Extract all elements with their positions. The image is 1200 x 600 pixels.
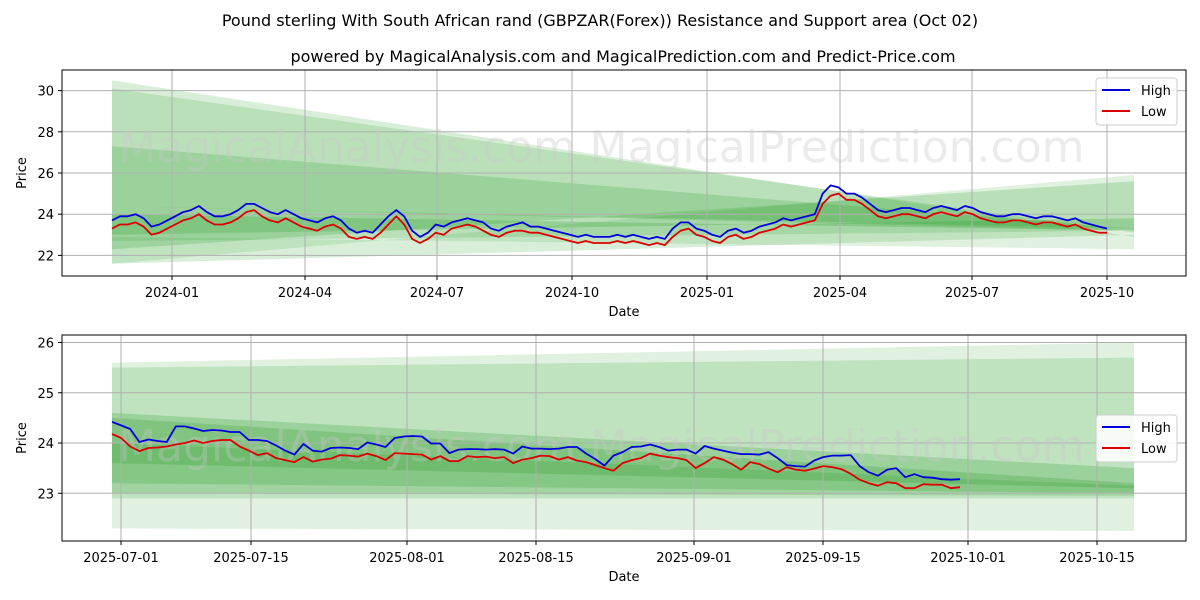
x-tick-label: 2025-10-15 bbox=[1059, 551, 1135, 566]
bottom-chart-panel: MagicalAnalysis.com MagicalPrediction.com… bbox=[15, 334, 1187, 585]
band-4 bbox=[112, 181, 1134, 250]
series-high-line bbox=[111, 184, 1108, 240]
y-axis-label: Price bbox=[15, 157, 30, 189]
band-5 bbox=[112, 214, 1134, 235]
x-tick-label: 2025-07 bbox=[945, 286, 999, 301]
band-0 bbox=[112, 80, 1134, 264]
legend: High Low bbox=[1095, 414, 1178, 463]
chart-subtitle: powered by MagicalAnalysis.com and Magic… bbox=[290, 47, 955, 66]
series-low-line bbox=[111, 433, 961, 490]
x-tick-label: 2025-04 bbox=[813, 286, 867, 301]
y-tick-label: 22 bbox=[37, 249, 54, 264]
legend-label-high: High bbox=[1141, 421, 1171, 436]
series-low-line bbox=[111, 192, 1107, 247]
x-tick-label: 2025-09-01 bbox=[656, 551, 732, 566]
x-tick-label: 2024-10 bbox=[545, 286, 599, 301]
x-tick-label: 2025-10-01 bbox=[930, 551, 1006, 566]
y-tick-label: 28 bbox=[37, 126, 54, 141]
legend-label-high: High bbox=[1141, 84, 1171, 99]
legend-label-low: Low bbox=[1141, 105, 1167, 120]
y-tick-label: 24 bbox=[37, 437, 54, 452]
x-axis-label: Date bbox=[608, 305, 639, 320]
band-4 bbox=[112, 443, 1134, 496]
x-tick-label: 2025-08-15 bbox=[498, 551, 574, 566]
y-tick-label: 26 bbox=[37, 337, 54, 352]
x-tick-label: 2025-07-01 bbox=[83, 551, 159, 566]
x-tick-label: 2025-07-15 bbox=[213, 551, 289, 566]
x-tick-label: 2024-07 bbox=[410, 286, 464, 301]
band-2 bbox=[112, 412, 1134, 494]
y-tick-label: 24 bbox=[37, 208, 54, 223]
legend: High Low bbox=[1095, 77, 1178, 126]
y-axis-label: Price bbox=[15, 422, 30, 454]
x-tick-label: 2024-04 bbox=[278, 286, 332, 301]
x-tick-label: 2025-08-01 bbox=[369, 551, 445, 566]
chart-title: Pound sterling With South African rand (… bbox=[222, 11, 978, 30]
support-resistance-bands bbox=[112, 80, 1134, 264]
ticks: 2024-01 2024-04 2024-07 2024-10 2025-01 2025-… bbox=[37, 85, 1134, 301]
x-tick-label: 2025-01 bbox=[680, 286, 734, 301]
x-tick-label: 2025-10 bbox=[1080, 286, 1134, 301]
x-axis-label: Date bbox=[608, 570, 639, 585]
watermark-analysis: MagicalAnalysis.com bbox=[118, 122, 576, 173]
series-high-line bbox=[111, 421, 961, 481]
watermark-analysis: MagicalAnalysis.com bbox=[118, 421, 576, 472]
y-tick-label: 23 bbox=[37, 487, 54, 502]
band-3 bbox=[112, 417, 1134, 489]
watermark-prediction: MagicalPrediction.com bbox=[590, 122, 1085, 173]
x-tick-label: 2024-01 bbox=[145, 286, 199, 301]
ticks: 2025-07-01 2025-07-15 2025-08-01 2025-08-15… bbox=[37, 337, 1134, 566]
y-tick-label: 26 bbox=[37, 167, 54, 182]
series-lines bbox=[111, 184, 1108, 247]
legend-label-low: Low bbox=[1141, 442, 1167, 457]
top-chart-panel: MagicalAnalysis.com MagicalPrediction.com… bbox=[15, 69, 1187, 320]
band-0 bbox=[112, 342, 1134, 531]
y-tick-label: 25 bbox=[37, 387, 54, 402]
series-lines bbox=[111, 421, 961, 490]
x-tick-label: 2025-09-15 bbox=[785, 551, 861, 566]
watermark-prediction: MagicalPrediction.com bbox=[590, 421, 1085, 472]
axes-frame bbox=[61, 334, 1187, 542]
band-1 bbox=[112, 88, 1134, 241]
y-tick-label: 30 bbox=[37, 85, 54, 100]
band-3 bbox=[112, 175, 1134, 264]
